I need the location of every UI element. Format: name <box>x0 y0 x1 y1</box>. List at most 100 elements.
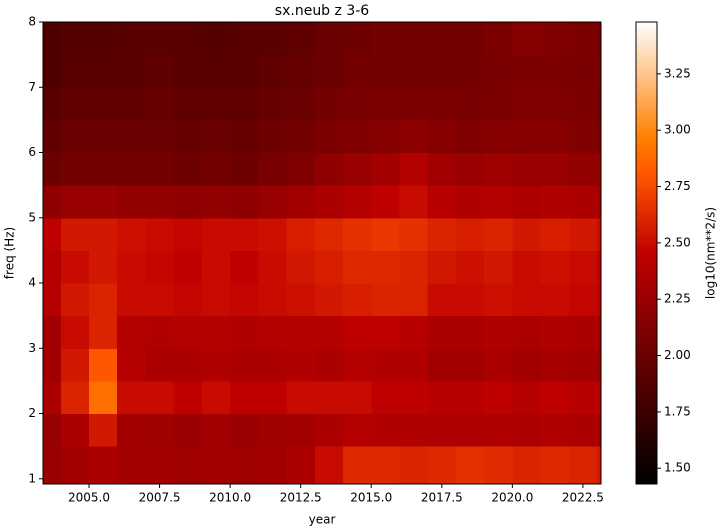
heatmap-cell <box>286 87 316 121</box>
heatmap-cell <box>258 348 288 382</box>
heatmap-cell <box>230 217 259 251</box>
heatmap-cell <box>568 380 598 415</box>
heatmap-cell <box>343 380 372 415</box>
heatmap-cell <box>201 87 231 121</box>
heatmap-cell <box>60 152 90 186</box>
heatmap-cell <box>568 348 598 382</box>
heatmap-cell <box>484 217 513 251</box>
heatmap-cell <box>512 283 542 317</box>
heatmap-cell <box>173 446 203 484</box>
heatmap-cell <box>117 54 146 88</box>
x-tick-label: 2012.5 <box>280 491 322 505</box>
heatmap-cell <box>60 217 90 251</box>
heatmap-cell <box>597 22 601 56</box>
heatmap-cell <box>117 185 146 219</box>
heatmap-cell <box>201 217 231 251</box>
heatmap-cell <box>117 446 146 484</box>
heatmap-cell <box>117 315 146 349</box>
heatmap-cell <box>427 22 457 56</box>
heatmap-cell <box>230 185 259 219</box>
heatmap-cell <box>43 217 62 251</box>
heatmap-cell <box>597 283 601 317</box>
heatmap-cell <box>512 446 542 484</box>
heatmap-cell <box>371 119 400 154</box>
heatmap-cell <box>286 185 316 219</box>
heatmap-cell <box>89 217 118 251</box>
heatmap-cell <box>597 185 601 219</box>
heatmap-cell <box>286 22 316 56</box>
colorbar-tick-label: 2.00 <box>664 348 691 362</box>
heatmap-cell <box>43 348 62 382</box>
heatmap-cell <box>484 22 513 56</box>
heatmap-cell <box>427 250 457 284</box>
heatmap-cell <box>568 185 598 219</box>
heatmap-cell <box>89 185 118 219</box>
heatmap-cell <box>484 119 513 154</box>
heatmap-cell <box>173 348 203 382</box>
heatmap-cell <box>117 283 146 317</box>
heatmap-cell <box>512 54 542 88</box>
heatmap-cell <box>258 315 288 349</box>
heatmap-cell <box>173 87 203 121</box>
heatmap-cell <box>201 380 231 415</box>
heatmap-cell <box>286 119 316 154</box>
heatmap-cell <box>43 315 62 349</box>
heatmap-cell <box>145 380 175 415</box>
x-tick-label: 2017.5 <box>421 491 463 505</box>
heatmap-cell <box>145 413 175 447</box>
heatmap-cell <box>399 119 429 154</box>
heatmap-cell <box>89 22 118 56</box>
heatmap-cell <box>427 87 457 121</box>
heatmap-cell <box>568 250 598 284</box>
heatmap-cell <box>258 283 288 317</box>
x-tick-label: 2007.5 <box>139 491 181 505</box>
heatmap-cell <box>371 250 400 284</box>
heatmap-cell <box>230 348 259 382</box>
heatmap-cell <box>145 217 175 251</box>
heatmap-cell <box>201 315 231 349</box>
colorbar-tick-label: 3.00 <box>664 123 691 137</box>
y-tick-label: 2 <box>28 406 36 420</box>
heatmap-cell <box>286 446 316 484</box>
heatmap-cell <box>484 446 513 484</box>
heatmap-cell <box>43 380 62 415</box>
heatmap-cell <box>540 283 570 317</box>
heatmap-cell <box>173 185 203 219</box>
heatmap-cell <box>43 185 62 219</box>
heatmap-cell <box>60 250 90 284</box>
heatmap-cell <box>145 22 175 56</box>
heatmap-cell <box>540 87 570 121</box>
heatmap-cell <box>343 22 372 56</box>
heatmap-cell <box>258 446 288 484</box>
heatmap-cell <box>173 152 203 186</box>
heatmap-cell <box>399 54 429 88</box>
heatmap-cell <box>540 315 570 349</box>
heatmap-cell <box>484 315 513 349</box>
heatmap <box>43 22 601 484</box>
colorbar-tick-label: 1.75 <box>664 404 691 418</box>
heatmap-cell <box>201 54 231 88</box>
heatmap-cell <box>258 217 288 251</box>
heatmap-cell <box>427 283 457 317</box>
heatmap-cell <box>314 119 344 154</box>
heatmap-cell <box>512 250 542 284</box>
heatmap-cell <box>173 315 203 349</box>
heatmap-cell <box>371 152 400 186</box>
heatmap-cell <box>173 22 203 56</box>
colorbar-tick-label: 1.50 <box>664 461 691 475</box>
heatmap-cell <box>43 22 62 56</box>
heatmap-cell <box>60 283 90 317</box>
heatmap-cell <box>568 217 598 251</box>
heatmap-cell <box>201 22 231 56</box>
heatmap-cell <box>89 119 118 154</box>
heatmap-cell <box>343 217 372 251</box>
heatmap-cell <box>43 87 62 121</box>
heatmap-cell <box>399 87 429 121</box>
heatmap-cell <box>145 119 175 154</box>
heatmap-cell <box>258 185 288 219</box>
heatmap-cell <box>230 413 259 447</box>
colorbar-tick-label: 3.25 <box>664 66 691 80</box>
heatmap-cell <box>597 380 601 415</box>
heatmap-cell <box>427 217 457 251</box>
x-axis-label: year <box>309 513 336 527</box>
